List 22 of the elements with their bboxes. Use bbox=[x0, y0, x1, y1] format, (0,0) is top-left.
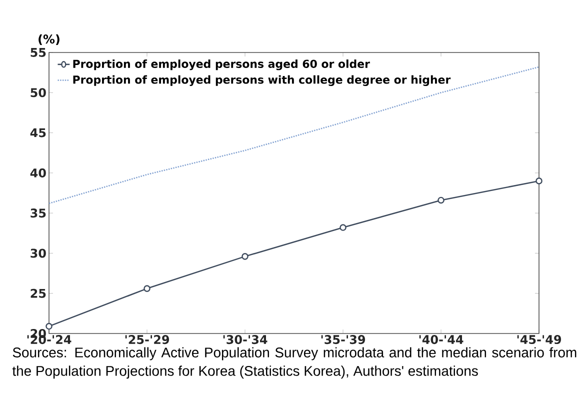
point bbox=[144, 285, 150, 292]
source-note: Sources: Economically Active Population Survey microdata and the median scenario from the Population Projections for Korea (Statistics Korea), Authors' estimations bbox=[12, 347, 576, 379]
x-tick-label: '30-'34 bbox=[223, 335, 268, 344]
y-tick-label: 30 bbox=[30, 248, 46, 258]
y-axis-title: (%) bbox=[38, 34, 60, 45]
point bbox=[242, 253, 248, 260]
x-tick-label: '45-'49 bbox=[517, 335, 562, 344]
x-tick-label: '40-'44 bbox=[419, 335, 464, 344]
legend-label: Proprtion of employed persons with college degree or higher bbox=[73, 75, 451, 86]
y-tick-label: 35 bbox=[30, 208, 46, 218]
x-tick-label: '35-'39 bbox=[321, 335, 366, 344]
y-tick-label: 55 bbox=[30, 48, 46, 57]
point bbox=[340, 224, 346, 231]
x-tick-label: '25-'29 bbox=[125, 335, 170, 344]
y-tick-label: 45 bbox=[30, 128, 46, 138]
y-tick-label: 25 bbox=[30, 288, 46, 298]
point bbox=[536, 178, 542, 184]
legend-label: Proprtion of employed persons aged 60 or older bbox=[73, 59, 370, 70]
y-tick-label: 40 bbox=[30, 168, 46, 178]
point bbox=[438, 196, 444, 204]
point bbox=[46, 322, 52, 330]
y-tick-label: 50 bbox=[30, 88, 46, 98]
